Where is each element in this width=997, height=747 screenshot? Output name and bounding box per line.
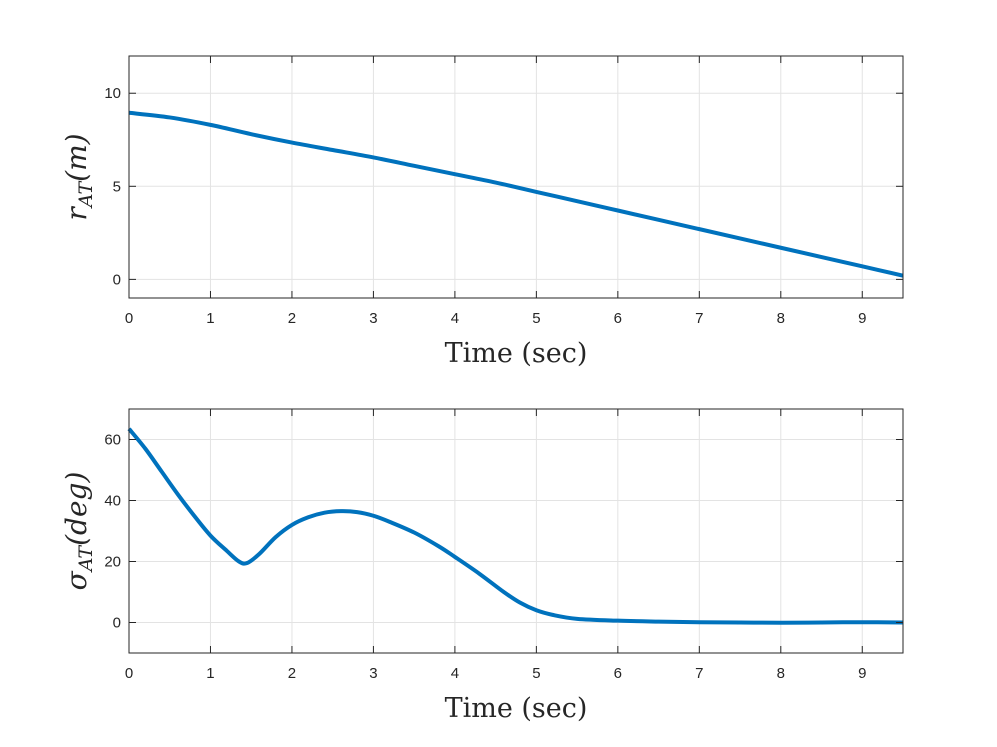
top-plot-y-axis-label: rAT(m) <box>60 133 97 220</box>
bottom-plot-x-tick-label: 0 <box>125 665 133 682</box>
top-plot-x-tick-label: 2 <box>288 310 296 327</box>
bottom-plot-axes-box <box>128 408 904 654</box>
top-plot-y-label-symbol: r <box>60 206 93 221</box>
bottom-plot-x-tick-label: 6 <box>614 665 622 682</box>
bottom-plot-y-tick-label: 60 <box>104 432 121 449</box>
top-plot-y-label-subscript: AT <box>75 181 97 210</box>
bottom-plot-x-tick-label: 5 <box>532 665 540 682</box>
bottom-plot-y-tick-label: 20 <box>104 554 121 571</box>
top-plot-grid <box>129 56 903 298</box>
bottom-plot-y-tick-label: 40 <box>104 493 121 510</box>
top-plot-axes-box <box>128 55 904 299</box>
top-plot-x-tick-label: 8 <box>777 310 785 327</box>
top-plot-y-tick-label: 0 <box>113 271 121 288</box>
top-plot-background <box>129 56 903 298</box>
top-plot-x-tick-label: 4 <box>451 310 459 327</box>
top-plot-x-tick-label: 3 <box>369 310 377 327</box>
bottom-plot-background <box>129 409 903 653</box>
bottom-plot-y-axis-label: σAT(deg) <box>60 472 97 591</box>
bottom-plot-y-tick-label: 0 <box>113 615 121 632</box>
top-plot-x-tick-label: 5 <box>532 310 540 327</box>
bottom-plot-x-tick-label: 7 <box>695 665 703 682</box>
top-plot-y-tick-label: 5 <box>113 178 121 195</box>
top-plot-x-axis-label: Time (sec) <box>445 338 588 369</box>
bottom-plot-x-axis-label: Time (sec) <box>445 693 588 724</box>
bottom-plot-y-label-unit: (deg) <box>60 472 93 546</box>
bottom-plot-series-line <box>127 427 904 625</box>
top-plot-ticks: 0 1 2 3 4 5 6 7 8 9 0 5 10 <box>104 56 903 327</box>
bottom-plot-ticks: 0 1 2 3 4 5 6 7 8 9 0 20 40 60 <box>104 409 903 682</box>
top-plot-x-tick-label: 0 <box>125 310 133 327</box>
bottom-plot-y-label-symbol: σ <box>60 570 93 590</box>
top-plot-y-label-unit: (m) <box>60 133 93 181</box>
top-plot-series-line <box>128 110 904 278</box>
bottom-plot-x-tick-label: 3 <box>369 665 377 682</box>
bottom-plot-x-tick-label: 1 <box>206 665 214 682</box>
bottom-plot-panel: 0 1 2 3 4 5 6 7 8 9 0 20 40 60 Time (sec) σAT(deg) <box>60 408 904 724</box>
bottom-plot-x-tick-label: 4 <box>451 665 459 682</box>
top-plot-x-tick-label: 7 <box>695 310 703 327</box>
top-plot-x-tick-label: 6 <box>614 310 622 327</box>
top-plot-panel: 0 1 2 3 4 5 6 7 8 9 0 5 10 Time (sec) rAT(m) <box>60 55 904 369</box>
bottom-plot-x-tick-label: 2 <box>288 665 296 682</box>
top-plot-x-tick-label: 1 <box>206 310 214 327</box>
top-plot-x-tick-label: 9 <box>858 310 866 327</box>
top-plot-y-tick-label: 10 <box>104 85 121 102</box>
bottom-plot-x-tick-label: 8 <box>777 665 785 682</box>
bottom-plot-y-label-subscript: AT <box>75 545 97 574</box>
bottom-plot-x-tick-label: 9 <box>858 665 866 682</box>
